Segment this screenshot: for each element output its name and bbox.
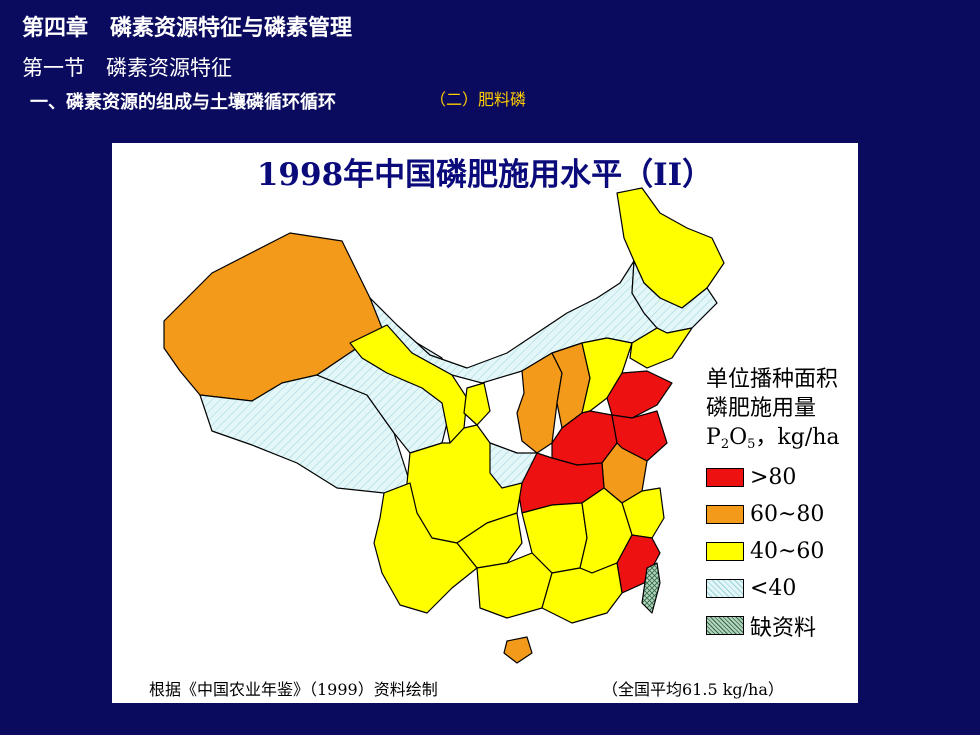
subsubsection-title: （二）肥料磷 (430, 90, 527, 109)
region-chongqing (489, 442, 538, 489)
region-yunnan (373, 482, 478, 614)
legend-swatch (706, 468, 744, 487)
legend-item-label: <40 (750, 576, 797, 601)
legend-item-label: 缺资料 (750, 615, 817, 641)
legend-title-line1: 单位播种面积 (706, 367, 839, 392)
legend: 单位播种面积 磷肥施用量 P2O5，kg/ha >80 60~80 40~60 … (706, 365, 840, 644)
subsection-title: 一、磷素资源的组成与土壤磷循环循环 (30, 92, 336, 113)
legend-item-label: 40~60 (750, 539, 825, 564)
legend-item: 缺资料 (706, 607, 840, 644)
region-hainan (503, 636, 533, 664)
region-liaoning (629, 327, 693, 369)
legend-unit: P2O5，kg/ha (706, 425, 840, 452)
legend-swatch (706, 542, 744, 561)
source-note: 根据《中国农业年鉴》（1999）资料绘制 (149, 680, 438, 699)
chapter-title: 第四章 磷素资源特征与磷素管理 (22, 15, 353, 41)
region-taiwan (641, 562, 661, 614)
legend-item: 60~80 (706, 496, 840, 533)
legend-item: >80 (706, 459, 840, 496)
legend-item-label: >80 (750, 465, 797, 490)
legend-item: <40 (706, 570, 840, 607)
region-guangdong (541, 562, 623, 624)
legend-item-label: 60~80 (750, 502, 825, 527)
section-title: 第一节 磷素资源特征 (22, 56, 232, 80)
legend-swatch (706, 579, 744, 598)
map-panel: 1998年中国磷肥施用水平（II） 单位播种面积 磷肥施用量 P2O5，kg/h… (112, 143, 858, 703)
map-title: 1998年中国磷肥施用水平（II） (256, 157, 714, 193)
region-ningxia (463, 382, 491, 426)
china-map (163, 187, 725, 664)
legend-swatch (706, 616, 744, 635)
legend-item: 40~60 (706, 533, 840, 570)
legend-title-line2: 磷肥施用量 (706, 396, 817, 421)
national-average: （全国平均61.5 kg/ha） (602, 680, 784, 699)
region-jilin (631, 260, 718, 334)
legend-swatch (706, 505, 744, 524)
